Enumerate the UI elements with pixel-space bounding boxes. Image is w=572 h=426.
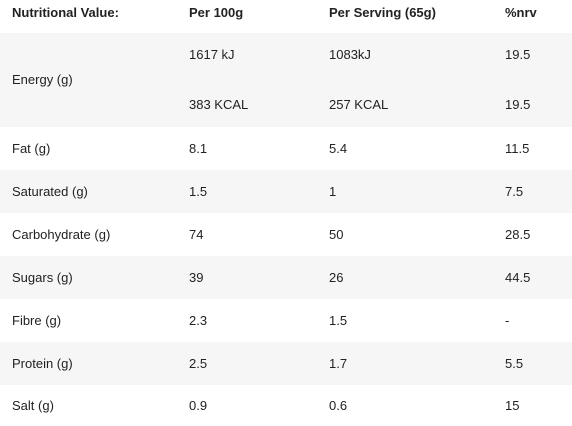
table-cell: 2.5 bbox=[189, 342, 207, 385]
table-row: Fibre (g) 2.3 1.5 - bbox=[0, 299, 572, 342]
cell-text: 7.5 bbox=[505, 183, 524, 199]
table-cell: 7.5 bbox=[505, 170, 523, 213]
cell-text: 383 KCAL bbox=[189, 97, 249, 112]
table-cell: - bbox=[505, 299, 509, 342]
cell-text: 5.4 bbox=[329, 140, 348, 156]
cell-text: Fat (g) bbox=[12, 140, 51, 156]
table-cell: Energy (g) bbox=[12, 33, 73, 127]
table-row: Fat (g) 8.1 5.4 11.5 bbox=[0, 127, 572, 170]
table-cell: Carbohydrate (g) bbox=[12, 213, 110, 256]
cell-text: 19.5 bbox=[505, 97, 531, 112]
header-row: Nutritional Value: Per 100g Per Serving (6… bbox=[0, 0, 572, 26]
table-cell: Salt (g) bbox=[12, 385, 54, 426]
header-text: Per Serving (65g) bbox=[329, 5, 436, 20]
cell-text: 26 bbox=[329, 269, 344, 285]
cell-text: 74 bbox=[189, 226, 204, 242]
table-cell: 50 bbox=[329, 213, 343, 256]
cell-text: 1 bbox=[329, 183, 337, 199]
cell-text: 39 bbox=[189, 269, 204, 285]
header-cell: %nrv bbox=[505, 0, 537, 26]
cell-text: Saturated (g) bbox=[12, 183, 88, 199]
table-cell: 1083kJ 257 KCAL bbox=[329, 33, 388, 127]
table-cell: 15 bbox=[505, 385, 519, 426]
table-cell: 1 bbox=[329, 170, 336, 213]
table-cell: 0.9 bbox=[189, 385, 207, 426]
table-cell: Fat (g) bbox=[12, 127, 50, 170]
cell-text: 11.5 bbox=[505, 140, 530, 156]
cell-text: 257 KCAL bbox=[329, 97, 389, 112]
table-cell: 0.6 bbox=[329, 385, 347, 426]
header-text: Nutritional Value: bbox=[12, 5, 119, 20]
table-cell: 44.5 bbox=[505, 256, 530, 299]
cell-text: 19.5 bbox=[505, 47, 531, 62]
header-cell: Per Serving (65g) bbox=[329, 0, 436, 26]
table-row: Protein (g) 2.5 1.7 5.5 bbox=[0, 342, 572, 385]
table-cell: Protein (g) bbox=[12, 342, 73, 385]
cell-text: 1.5 bbox=[329, 312, 348, 328]
table-cell: 74 bbox=[189, 213, 203, 256]
cell-text: 8.1 bbox=[189, 140, 208, 156]
table-row: Sugars (g) 39 26 44.5 bbox=[0, 256, 572, 299]
cell-text: 44.5 bbox=[505, 269, 531, 285]
table-cell: 1.5 bbox=[329, 299, 347, 342]
table-cell: 11.5 bbox=[505, 127, 529, 170]
cell-text: 28.5 bbox=[505, 226, 531, 242]
table-cell: 8.1 bbox=[189, 127, 207, 170]
cell-text: - bbox=[505, 312, 510, 328]
cell-text: 1617 kJ bbox=[189, 47, 235, 62]
table-row: Saturated (g) 1.5 1 7.5 bbox=[0, 170, 572, 213]
cell-text: 1.5 bbox=[189, 183, 208, 199]
table-row: Energy (g) 1617 kJ 383 KCAL 1083kJ 257 KCAL 1… bbox=[0, 33, 572, 127]
table-cell: 19.5 19.5 bbox=[505, 33, 530, 127]
cell-text: 0.9 bbox=[189, 397, 208, 413]
header-text: Per 100g bbox=[189, 5, 244, 20]
cell-text: 50 bbox=[329, 226, 344, 242]
cell-text: Protein (g) bbox=[12, 355, 73, 371]
cell-text: 1083kJ bbox=[329, 47, 371, 62]
cell-text: 1.7 bbox=[329, 355, 348, 371]
table-cell: 26 bbox=[329, 256, 343, 299]
table-row: Salt (g) 0.9 0.6 15 bbox=[0, 385, 572, 426]
table-cell: 5.5 bbox=[505, 342, 523, 385]
cell-text: Fibre (g) bbox=[12, 312, 62, 328]
table-cell: 1.7 bbox=[329, 342, 347, 385]
cell-text: Salt (g) bbox=[12, 397, 54, 413]
cell-text: 2.5 bbox=[189, 355, 208, 371]
header-text: %nrv bbox=[505, 5, 537, 20]
table-cell: 2.3 bbox=[189, 299, 207, 342]
header-cell: Nutritional Value: bbox=[12, 0, 119, 26]
table-cell: 1617 kJ 383 KCAL bbox=[189, 33, 248, 127]
cell-text: Sugars (g) bbox=[12, 269, 73, 285]
table-cell: Fibre (g) bbox=[12, 299, 61, 342]
table-cell: Saturated (g) bbox=[12, 170, 88, 213]
table-cell: 1.5 bbox=[189, 170, 207, 213]
cell-text: Carbohydrate (g) bbox=[12, 226, 111, 242]
cell-text: 2.3 bbox=[189, 312, 208, 328]
table-cell: 28.5 bbox=[505, 213, 530, 256]
header-cell: Per 100g bbox=[189, 0, 243, 26]
table-cell: 39 bbox=[189, 256, 203, 299]
cell-text: 15 bbox=[505, 397, 520, 413]
cell-text: 5.5 bbox=[505, 355, 524, 371]
table-cell: 5.4 bbox=[329, 127, 347, 170]
cell-text: Energy (g) bbox=[12, 72, 73, 87]
table-cell: Sugars (g) bbox=[12, 256, 73, 299]
cell-text: 0.6 bbox=[329, 397, 348, 413]
table-row: Carbohydrate (g) 74 50 28.5 bbox=[0, 213, 572, 256]
